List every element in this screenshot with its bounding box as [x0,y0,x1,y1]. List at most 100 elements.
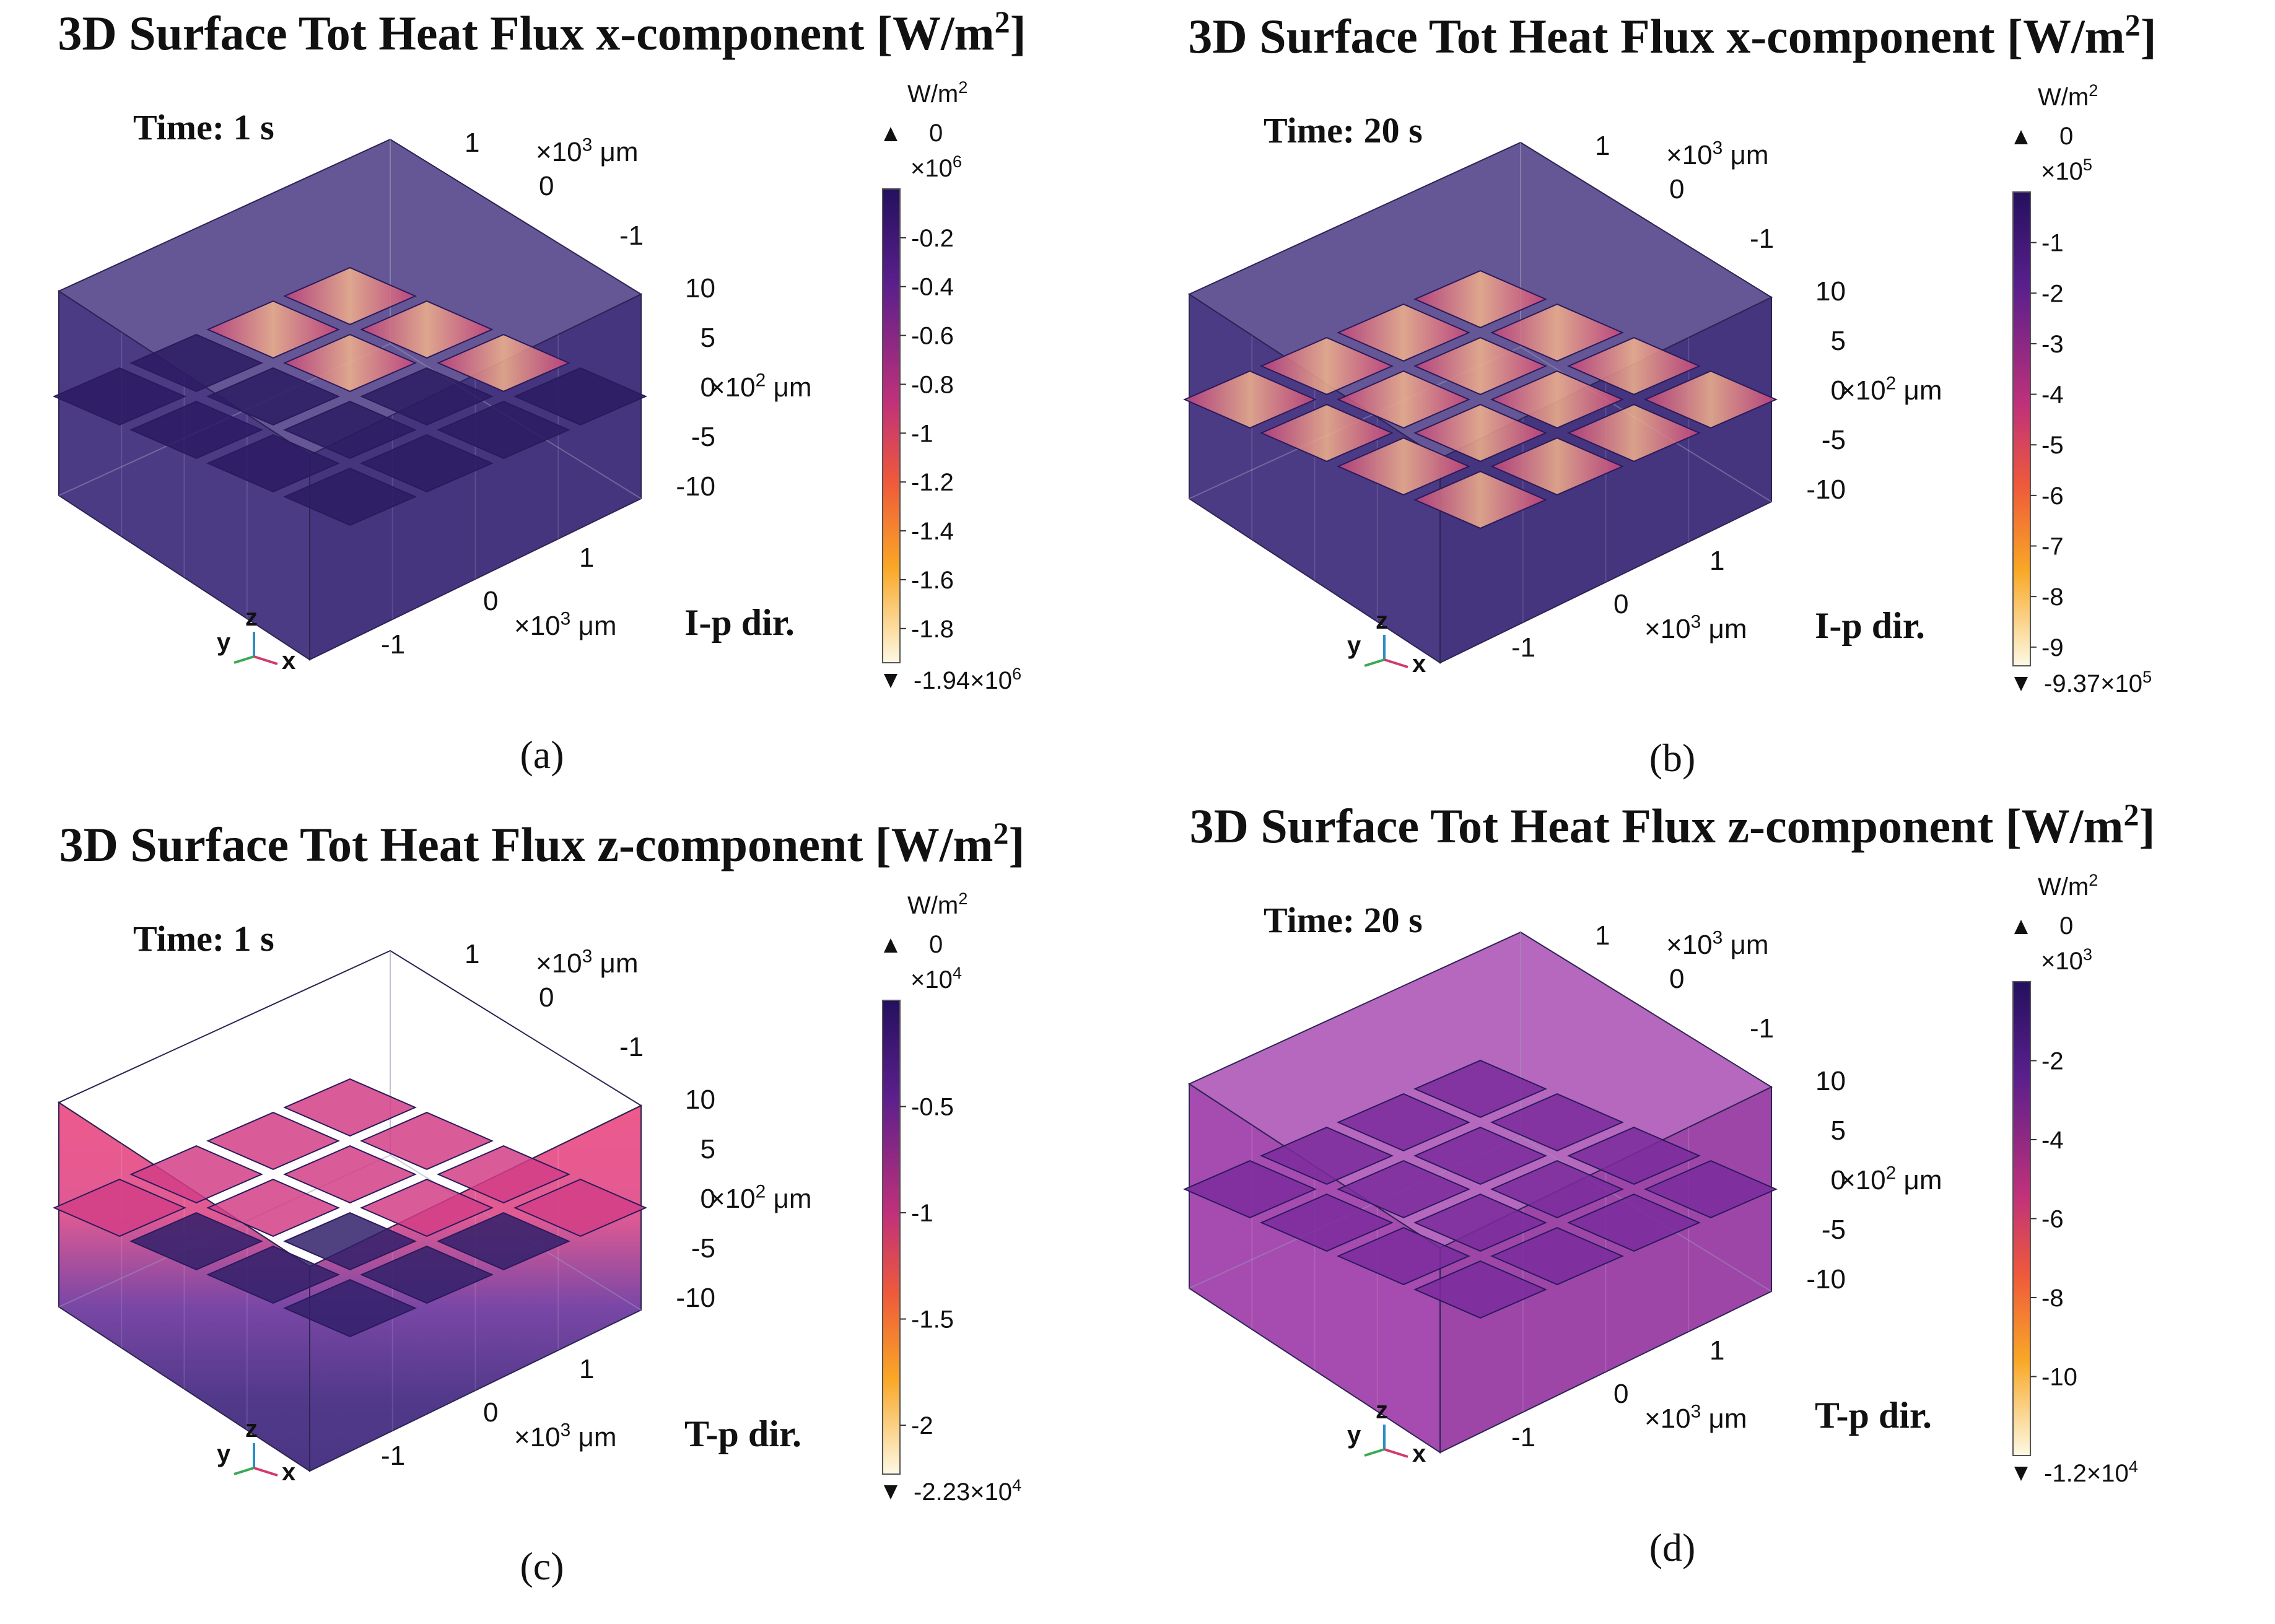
direction-label: T-p dir. [684,1413,801,1454]
chip-pad [1260,1194,1394,1252]
z-axis-tick: -10 [676,1283,715,1313]
chip-pad [1260,337,1394,395]
z-axis-tick: 0 [1831,1165,1846,1195]
z-axis-tick: 0 [701,372,715,403]
chip-pad [513,367,647,426]
max-triangle-icon [884,127,897,141]
chip-pad [283,468,417,526]
colorbar-tick-label: -0.2 [911,225,954,252]
panel-title: 3D Surface Tot Heat Flux x-component [W/… [1188,7,2156,63]
front-axis-tick: 0 [483,586,498,616]
chip-pad [1413,1260,1547,1319]
time-label: Time: 1 s [133,107,274,147]
z-axis-tick: 10 [1815,276,1846,307]
back-axis-tick: -1 [1750,224,1774,254]
chip-pad [206,300,340,359]
triad-y-arrow [1364,1448,1385,1457]
triad-y-label: y [1347,632,1361,659]
chip-pad [1337,437,1470,495]
colorbar-tick-label: -1.5 [911,1306,954,1334]
z-axis-tick: 0 [1831,375,1846,406]
colorbar-tick-label: -8 [2041,583,2064,611]
axis-triad: yzx [217,604,295,674]
chip-pad [360,367,494,426]
triad-z-label: z [245,1415,258,1443]
colorbar-tick-label: -1.8 [911,616,954,643]
chip-pad [1490,370,1624,429]
colorbar-tick-label: -2 [911,1412,933,1439]
chip-pad [206,1246,340,1304]
chip-pad [360,300,494,359]
chip-pad [1567,337,1701,395]
z-axis-tick: 10 [685,1085,715,1115]
colorbar-tick-label: -1 [2041,230,2064,257]
colorbar-gradient [882,1000,901,1475]
chip-pad [1490,1227,1624,1285]
time-label: Time: 1 s [133,919,274,959]
chip-pad [1567,404,1701,462]
chip-pad [283,1279,417,1337]
front-axis-tick: 0 [1613,589,1628,619]
front-axis-unit: ×103 μm [514,608,617,641]
min-triangle-icon [2014,1467,2028,1481]
chip-pad [1260,1127,1394,1185]
front-axis-tick: -1 [381,1441,405,1471]
chip-pad [1567,1127,1701,1185]
min-triangle-icon [884,1485,897,1500]
chip-pad [360,434,494,492]
chip-pad [53,1179,186,1237]
panel-b: 3D Surface Tot Heat Flux x-component [W/… [1183,7,2157,780]
colorbar-tick-label: -2 [2041,1048,2064,1075]
colorbar-max-label: 0 [2059,123,2073,150]
colorbar-multiplier: ×105 [2041,155,2092,185]
colorbar-gradient [2012,981,2031,1456]
min-triangle-icon [884,674,897,688]
chip-pad [1183,370,1317,429]
front-axis-tick: -1 [1511,632,1535,663]
z-axis-unit: ×102 μm [1840,1163,1942,1195]
chip-pad [283,1145,417,1203]
colorbar-min-label: -1.94×106 [914,664,1021,694]
z-axis-tick: 5 [1831,326,1846,356]
colorbar-min-label: -9.37×105 [2044,667,2152,697]
panel-caption: (d) [1649,1526,1696,1569]
chip-pad [129,401,263,459]
chip-pad [283,334,417,392]
front-axis-tick: 1 [1710,1335,1724,1366]
chip-pad [1413,337,1547,395]
z-axis-tick: 5 [701,323,715,353]
triad-z-label: z [245,604,258,631]
colorbar: W/m2 0 ×103 -2 -4 -6 -8 -10 -1.2×104 [2012,870,2138,1487]
colorbar-tick-label: -1.6 [911,567,954,594]
chip-pad [1413,471,1547,529]
chip-pad [283,401,417,459]
triad-y-arrow [234,1467,255,1475]
colorbar-unit: W/m2 [907,77,967,108]
colorbar-max-label: 0 [2059,912,2073,940]
panel-d: 3D Surface Tot Heat Flux z-component [W/… [1183,797,2155,1569]
colorbar: W/m2 0 ×104 -0.5 -1 -1.5 -2 -2.23×104 [882,889,1021,1506]
time-label: Time: 20 s [1264,110,1423,151]
front-axis-tick: 0 [483,1397,498,1428]
chip-pad [360,1112,494,1170]
chip-pad [437,1145,570,1203]
direction-label: T-p dir. [1815,1395,1932,1436]
z-axis-tick: -5 [691,422,715,452]
chip-pad [1260,404,1394,462]
colorbar-tick-label: -1 [911,1200,933,1227]
back-axis-tick: 0 [539,982,554,1013]
triad-x-label: x [282,1459,295,1486]
triad-y-arrow [1364,658,1385,667]
max-triangle-icon [884,938,897,953]
front-axis-unit: ×103 μm [1644,611,1747,644]
triad-y-label: y [217,629,231,656]
colorbar-tick-label: -6 [2041,1206,2064,1233]
back-axis-tick: 1 [465,939,479,969]
triad-z-label: z [1376,607,1388,634]
colorbar-tick-label: -0.8 [911,371,954,398]
colorbar-tick-label: -10 [2041,1364,2077,1391]
colorbar-tick-label: -1.2 [911,469,954,496]
chip-pad [360,1179,494,1237]
back-axis-tick: 1 [465,128,479,158]
